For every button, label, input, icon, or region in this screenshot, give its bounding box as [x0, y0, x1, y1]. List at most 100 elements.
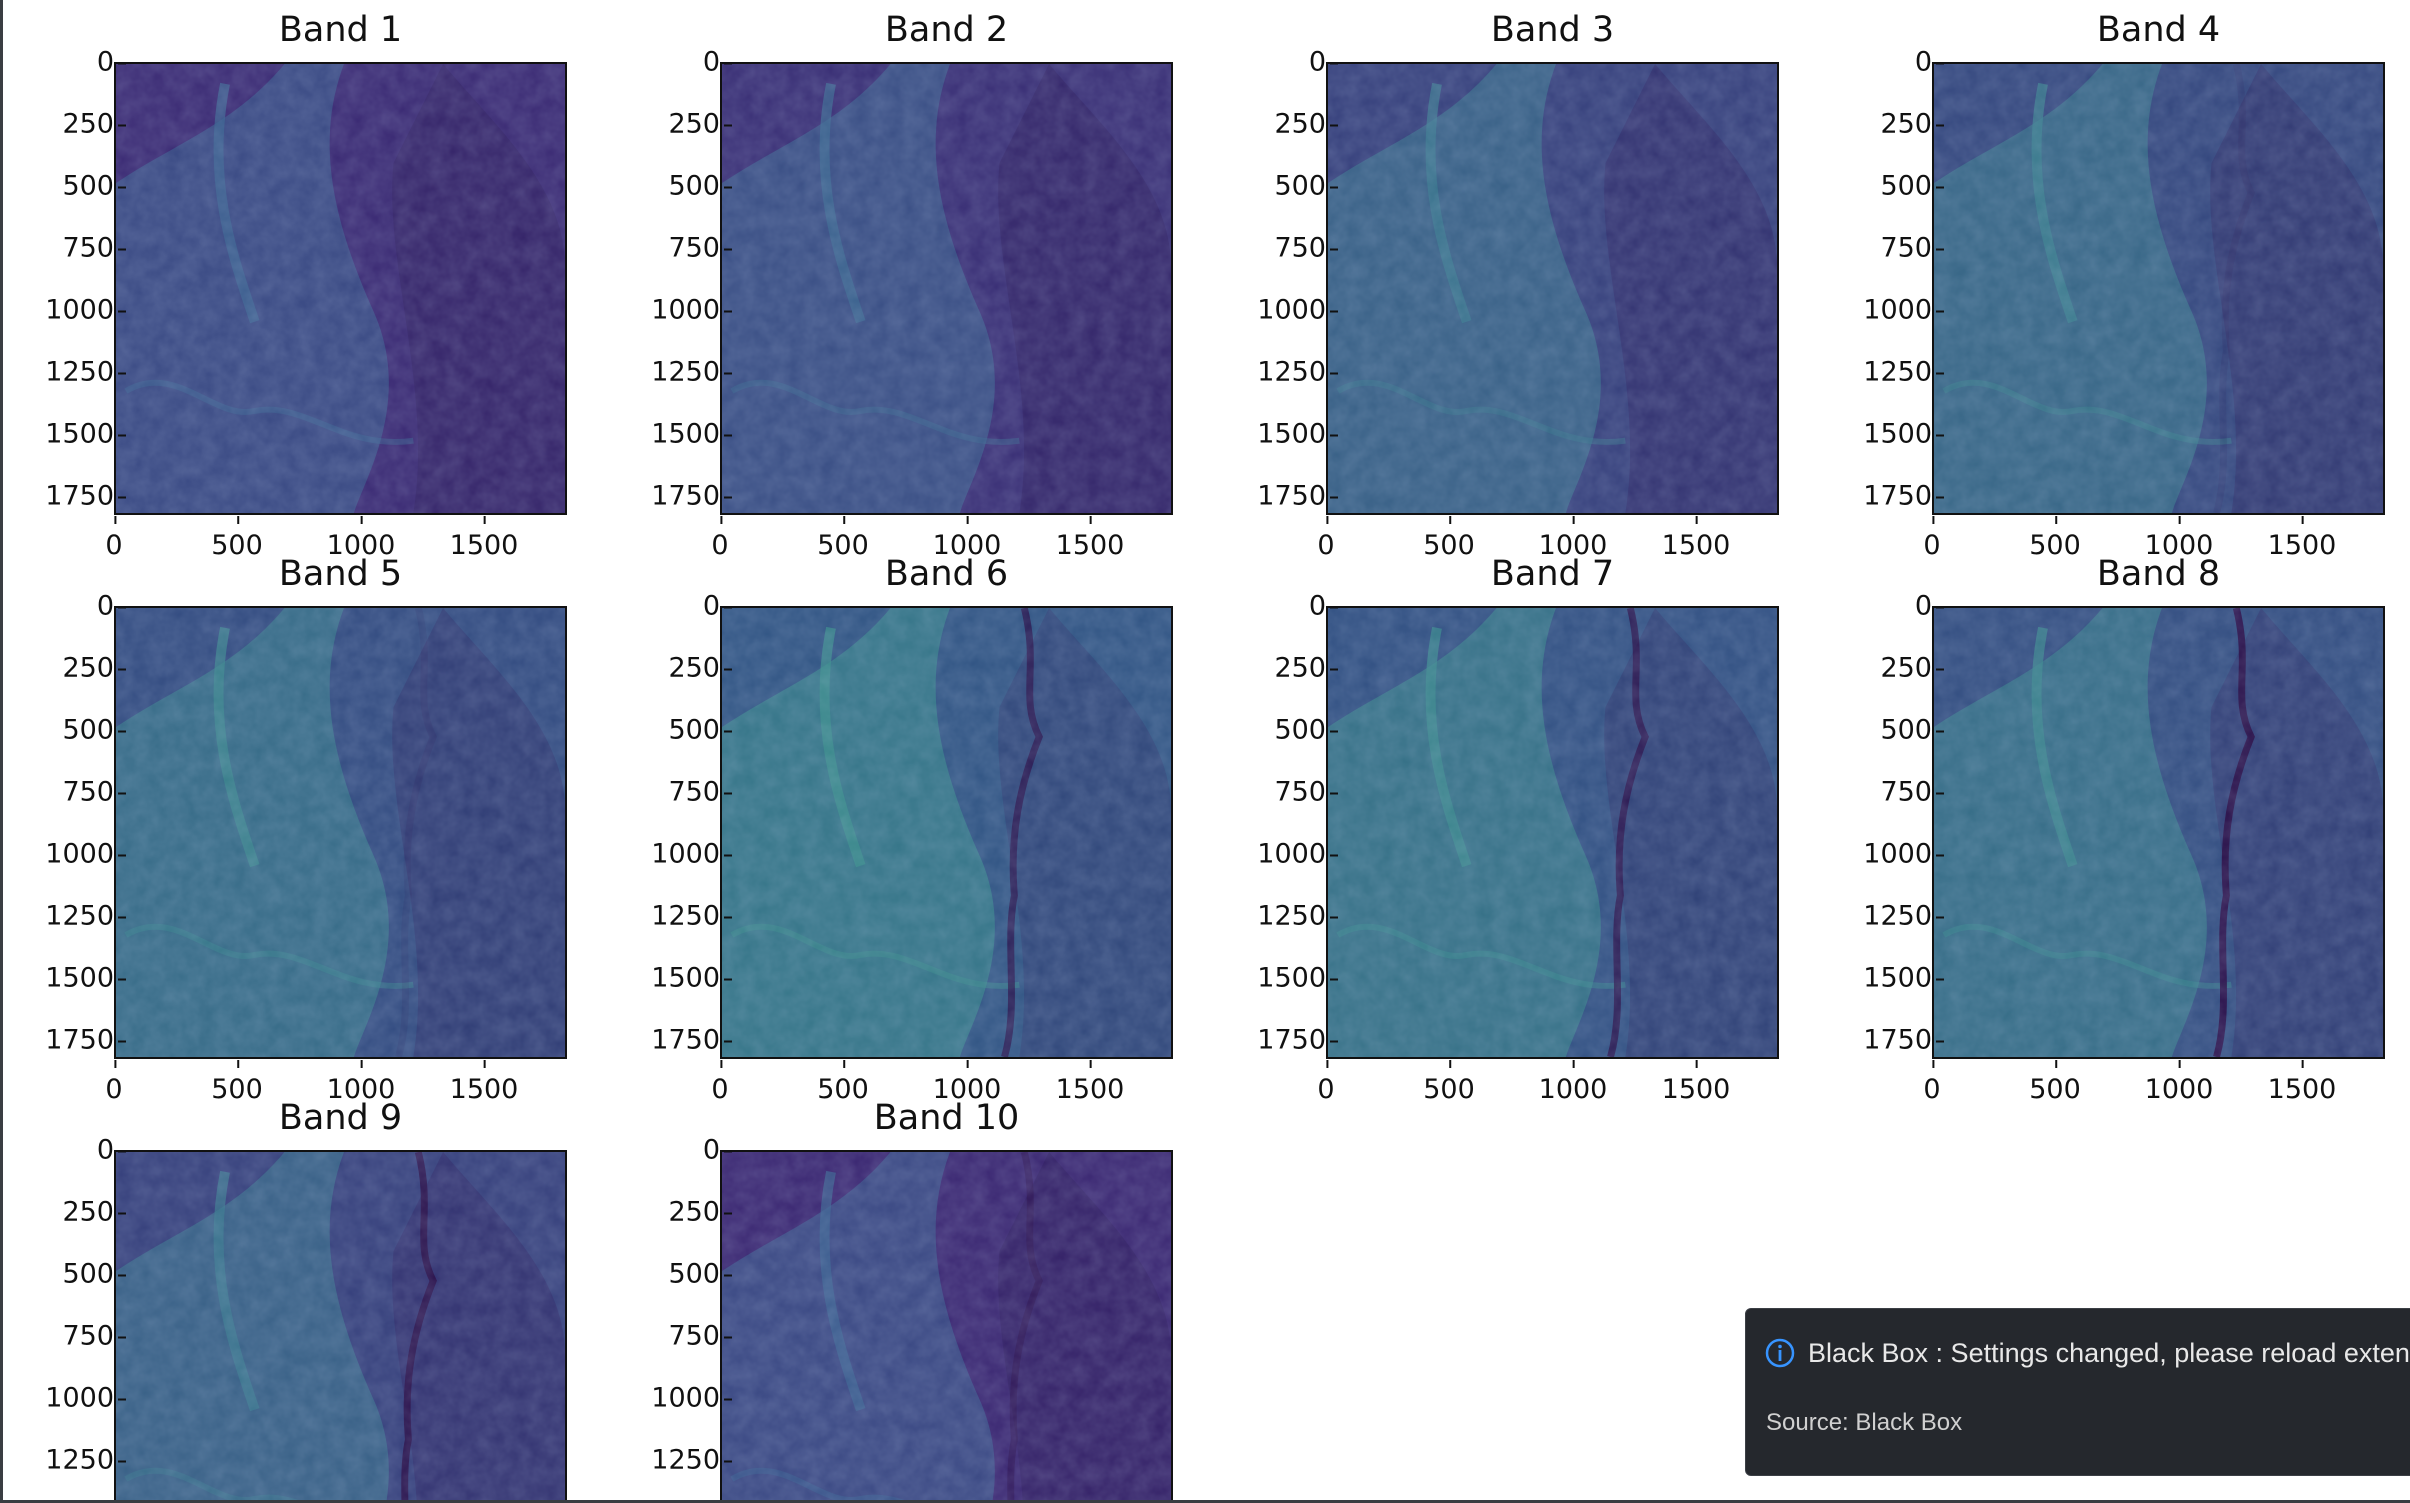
y-tick-label: 500: [1880, 170, 1944, 202]
y-tick-label: 1250: [651, 1444, 732, 1476]
y-tick-label: 750: [668, 1320, 732, 1352]
x-tick-label: 500: [1423, 516, 1475, 561]
y-tick-label: 1000: [651, 838, 732, 870]
y-tick-label: 0: [702, 1134, 733, 1166]
toast-message: Black Box : Settings changed, please rel…: [1808, 1338, 2410, 1368]
x-tick-label: 1000: [1538, 516, 1608, 561]
y-tick-label: 1000: [1863, 294, 1944, 326]
x-tick-label: 0: [105, 1060, 123, 1105]
y-tick-label: 500: [1880, 714, 1944, 746]
subplot-title: Band 7: [1490, 554, 1615, 594]
y-tick-label: 1250: [1257, 900, 1338, 932]
y-tick-label: 0: [702, 46, 733, 78]
y-tick-label: 1250: [1863, 900, 1944, 932]
y-tick-label: 1500: [1257, 962, 1338, 994]
y-tick-label: 1250: [1257, 356, 1338, 388]
y-tick-label: 0: [96, 46, 127, 78]
band-image: [114, 62, 567, 515]
x-tick-label: 1000: [932, 516, 1002, 561]
subplot-band-6: Band 6 0 250 500 750 1000 1250 1500 1750 0 500 1000…: [606, 544, 1216, 1105]
band-image: [1326, 62, 1779, 515]
y-tick-label: 0: [1914, 590, 1945, 622]
y-tick-label: 750: [668, 776, 732, 808]
x-tick-label: 1000: [932, 1060, 1002, 1105]
y-tick-label: 1000: [1863, 838, 1944, 870]
y-tick-label: 1750: [651, 1024, 732, 1056]
y-tick-label: 1000: [651, 1382, 732, 1414]
y-tick-label: 250: [668, 652, 732, 684]
y-tick-label: 250: [1274, 652, 1338, 684]
band-image: [114, 606, 567, 1059]
y-tick-label: 500: [668, 714, 732, 746]
y-tick-label: 1000: [1257, 294, 1338, 326]
y-tick-label: 250: [1880, 108, 1944, 140]
subplot-band-2: Band 2 0 250 500 750 1000 1250 1500 1750 0 500 1000…: [606, 0, 1216, 561]
band-image: [720, 62, 1173, 515]
y-tick-label: 250: [1274, 108, 1338, 140]
subplot-title: Band 9: [278, 1098, 403, 1138]
x-tick-label: 0: [1317, 1060, 1335, 1105]
band-image: [1932, 606, 2385, 1059]
y-tick-label: 1500: [651, 962, 732, 994]
subplot-band-8: Band 8 0 250 500 750 1000 1250 1500 1750 0 500 1000…: [1818, 544, 2410, 1105]
y-tick-label: 750: [668, 232, 732, 264]
y-tick-label: 250: [1880, 652, 1944, 684]
x-tick-label: 1500: [1055, 1060, 1125, 1105]
y-tick-label: 1750: [1863, 480, 1944, 512]
x-tick-label: 1500: [449, 1060, 519, 1105]
subplot-title: Band 8: [2096, 554, 2221, 594]
y-tick-label: 0: [702, 590, 733, 622]
y-tick-label: 750: [62, 776, 126, 808]
y-tick-label: 1250: [651, 900, 732, 932]
subplot-title: Band 6: [884, 554, 1009, 594]
y-tick-label: 1000: [1257, 838, 1338, 870]
band-image: [720, 1150, 1173, 1503]
y-tick-label: 750: [1880, 776, 1944, 808]
notification-toast[interactable]: Black Box : Settings changed, please rel…: [1745, 1308, 2410, 1476]
x-tick-label: 1000: [1538, 1060, 1608, 1105]
y-tick-label: 1500: [45, 962, 126, 994]
band-image: [114, 1150, 567, 1503]
y-tick-label: 1250: [45, 356, 126, 388]
y-tick-label: 0: [96, 590, 127, 622]
x-tick-label: 0: [1317, 516, 1335, 561]
y-tick-label: 250: [62, 1196, 126, 1228]
x-tick-label: 500: [211, 1060, 263, 1105]
y-tick-label: 1750: [1257, 1024, 1338, 1056]
x-tick-label: 1000: [326, 516, 396, 561]
x-tick-label: 0: [711, 1060, 729, 1105]
y-tick-label: 750: [1274, 776, 1338, 808]
subplot-title: Band 2: [884, 10, 1009, 50]
x-tick-label: 500: [211, 516, 263, 561]
y-tick-label: 1000: [45, 1382, 126, 1414]
x-tick-label: 1500: [1661, 1060, 1731, 1105]
x-tick-label: 500: [2029, 1060, 2081, 1105]
subplot-title: Band 1: [278, 10, 403, 50]
y-tick-label: 250: [62, 108, 126, 140]
y-tick-label: 500: [668, 170, 732, 202]
y-tick-label: 0: [1308, 590, 1339, 622]
x-tick-label: 1500: [1661, 516, 1731, 561]
x-tick-label: 1000: [2144, 1060, 2214, 1105]
subplot-title: Band 3: [1490, 10, 1615, 50]
subplot-band-9: Band 9 0 250 500 750 1000 1250: [0, 1088, 610, 1503]
y-tick-label: 500: [668, 1258, 732, 1290]
subplot-title: Band 5: [278, 554, 403, 594]
y-tick-label: 1250: [45, 900, 126, 932]
subplot-band-4: Band 4 0 250 500 750 1000 1250 1500 1750 0 500 1000…: [1818, 0, 2410, 561]
x-tick-label: 0: [105, 516, 123, 561]
info-icon: [1765, 1338, 1795, 1368]
x-tick-label: 1500: [2267, 516, 2337, 561]
toast-source: Source: Black Box: [1766, 1409, 1963, 1436]
y-tick-label: 500: [1274, 170, 1338, 202]
band-image: [1932, 62, 2385, 515]
y-tick-label: 500: [62, 170, 126, 202]
x-tick-label: 500: [1423, 1060, 1475, 1105]
y-tick-label: 1500: [45, 418, 126, 450]
band-image: [1326, 606, 1779, 1059]
y-tick-label: 500: [62, 1258, 126, 1290]
y-tick-label: 750: [62, 1320, 126, 1352]
y-tick-label: 1500: [1863, 962, 1944, 994]
x-tick-label: 0: [711, 516, 729, 561]
y-tick-label: 1250: [45, 1444, 126, 1476]
